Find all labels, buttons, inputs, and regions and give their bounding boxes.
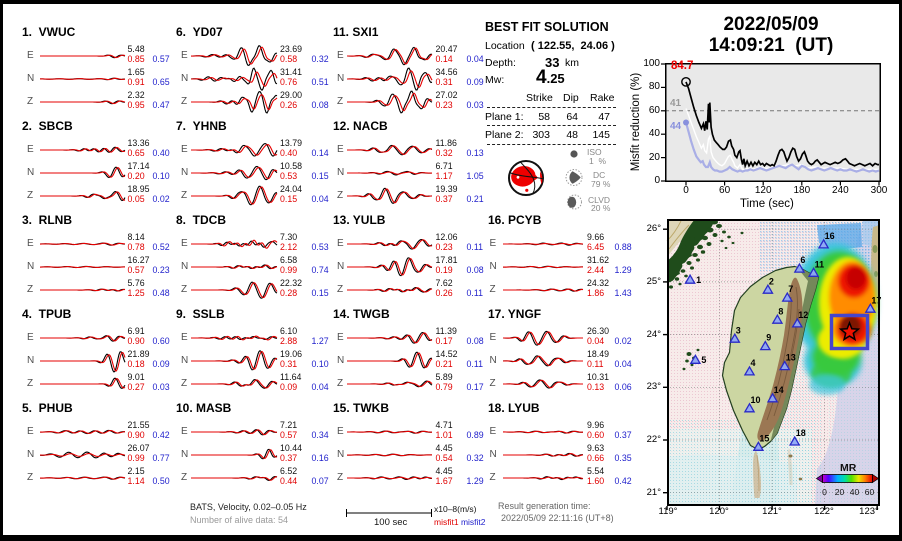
svg-text:18: 18: [795, 428, 805, 438]
svg-text:17: 17: [871, 295, 881, 305]
svg-text:0: 0: [822, 487, 827, 497]
svg-text:1: 1: [696, 274, 701, 284]
svg-text:3: 3: [735, 325, 740, 335]
svg-text:9: 9: [766, 332, 771, 342]
svg-text:10: 10: [750, 394, 760, 404]
svg-text:15: 15: [759, 433, 769, 443]
svg-text:60: 60: [864, 487, 874, 497]
svg-text:8: 8: [778, 306, 783, 316]
svg-text:MR: MR: [840, 462, 857, 474]
svg-text:6: 6: [800, 255, 805, 265]
svg-text:7: 7: [788, 284, 793, 294]
svg-text:5: 5: [701, 354, 706, 364]
svg-text:11: 11: [814, 259, 824, 269]
svg-text:13: 13: [785, 352, 795, 362]
svg-text:2: 2: [768, 276, 773, 286]
svg-text:4: 4: [750, 358, 755, 368]
svg-text:14: 14: [773, 384, 783, 394]
svg-text:20: 20: [834, 487, 844, 497]
svg-text:12: 12: [798, 310, 808, 320]
svg-text:16: 16: [824, 231, 834, 241]
svg-text:40: 40: [849, 487, 859, 497]
